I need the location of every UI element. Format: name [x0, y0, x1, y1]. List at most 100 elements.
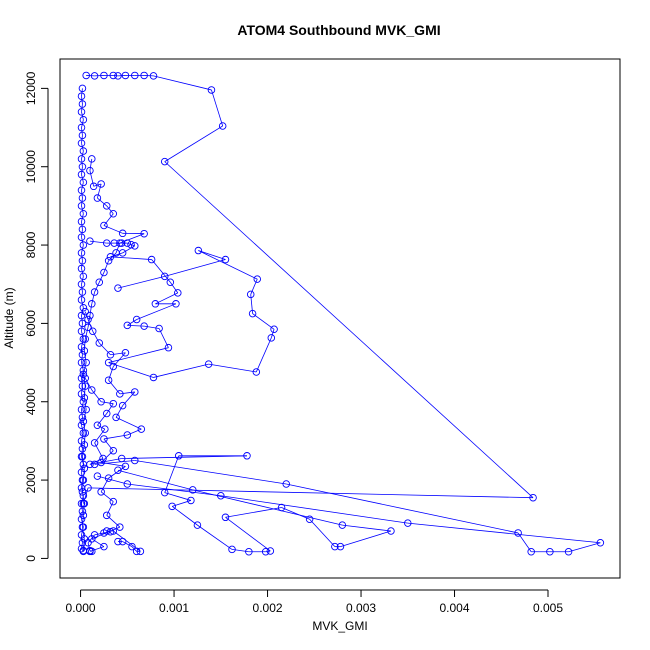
data-point [248, 309, 257, 318]
data-point [127, 240, 135, 249]
data-point [140, 229, 148, 238]
data-point [78, 319, 87, 328]
series-segment [83, 350, 87, 363]
series-segment [117, 276, 165, 289]
data-point [99, 454, 107, 463]
data-point [77, 186, 86, 194]
series-segment [231, 549, 249, 553]
series-segment [82, 362, 87, 375]
data-point [104, 256, 113, 265]
data-point [102, 511, 111, 520]
series-segment [81, 315, 83, 324]
x-axis-label: MVK_GMI [312, 619, 367, 633]
series-segment [169, 282, 179, 294]
data-point [79, 417, 88, 426]
series-0 [79, 71, 537, 508]
data-point [78, 523, 87, 531]
series-segment [81, 252, 83, 261]
data-point [174, 452, 183, 460]
series-segment [94, 460, 135, 465]
data-point [131, 242, 139, 250]
series-segment [252, 313, 275, 330]
data-point [117, 239, 126, 247]
series-segment [98, 272, 105, 283]
data-point [77, 170, 86, 179]
series-segment [87, 319, 94, 332]
data-point [78, 452, 87, 461]
series-segment [89, 546, 105, 552]
series-segment [89, 550, 92, 552]
series-2 [78, 155, 148, 555]
data-point [149, 72, 158, 80]
series-segment [81, 456, 84, 465]
data-point [79, 303, 88, 312]
data-point [79, 178, 88, 187]
series-segment [81, 221, 83, 230]
series-segment [103, 260, 109, 273]
data-point [79, 147, 88, 155]
series-segment [91, 291, 95, 304]
data-point [77, 484, 86, 492]
series-segment [97, 183, 102, 199]
series-segment [108, 362, 154, 378]
series-segment [83, 339, 86, 351]
series-segment [122, 541, 133, 548]
series-segment [119, 391, 135, 395]
data-point [194, 246, 203, 255]
data-point [100, 529, 108, 537]
data-point [114, 537, 122, 546]
series-segment [103, 434, 128, 440]
data-point [147, 255, 156, 264]
data-point [252, 368, 261, 376]
series-segment [81, 354, 83, 363]
series-segment [115, 405, 123, 418]
data-point [77, 92, 86, 100]
series-segment [89, 458, 122, 465]
series-segment [82, 527, 85, 539]
series-segment [89, 170, 95, 187]
series-segment [81, 205, 84, 214]
data-point [78, 84, 87, 93]
series-segment [81, 284, 83, 293]
data-point [245, 548, 253, 556]
data-point [77, 421, 86, 429]
data-point [305, 515, 314, 524]
series-segment [81, 111, 84, 120]
series-segment [106, 501, 114, 516]
data-point [118, 401, 127, 410]
data-point [187, 496, 195, 505]
data-point [82, 405, 90, 414]
data-point [78, 162, 87, 171]
series-segment [81, 237, 84, 246]
data-point [81, 382, 89, 390]
series-segment [81, 526, 84, 536]
series-segment [110, 256, 152, 260]
data-point [123, 431, 132, 439]
data-point [336, 542, 345, 551]
series-segment [81, 119, 84, 128]
series-segment [91, 389, 102, 402]
series-segment [81, 135, 83, 144]
data-point [104, 358, 113, 367]
data-point [112, 413, 120, 422]
series-segment [225, 516, 271, 552]
series-7 [84, 527, 145, 556]
series-segment [83, 433, 86, 445]
data-point [282, 480, 290, 488]
data-point [77, 374, 86, 382]
y-tick-label: 0 [24, 555, 38, 562]
data-point [131, 71, 139, 80]
data-point [93, 421, 102, 429]
series-segment [164, 161, 534, 498]
data-point [90, 460, 99, 469]
series-segment [84, 311, 89, 320]
series-segment [81, 96, 83, 105]
data-point [109, 71, 118, 80]
series-segment [198, 250, 226, 260]
series-segment [112, 352, 126, 367]
series-segment [81, 292, 83, 300]
data-point [100, 542, 108, 551]
series-segment [81, 104, 83, 112]
chart-title: ATOM4 Southbound MVK_GMI [237, 22, 440, 38]
